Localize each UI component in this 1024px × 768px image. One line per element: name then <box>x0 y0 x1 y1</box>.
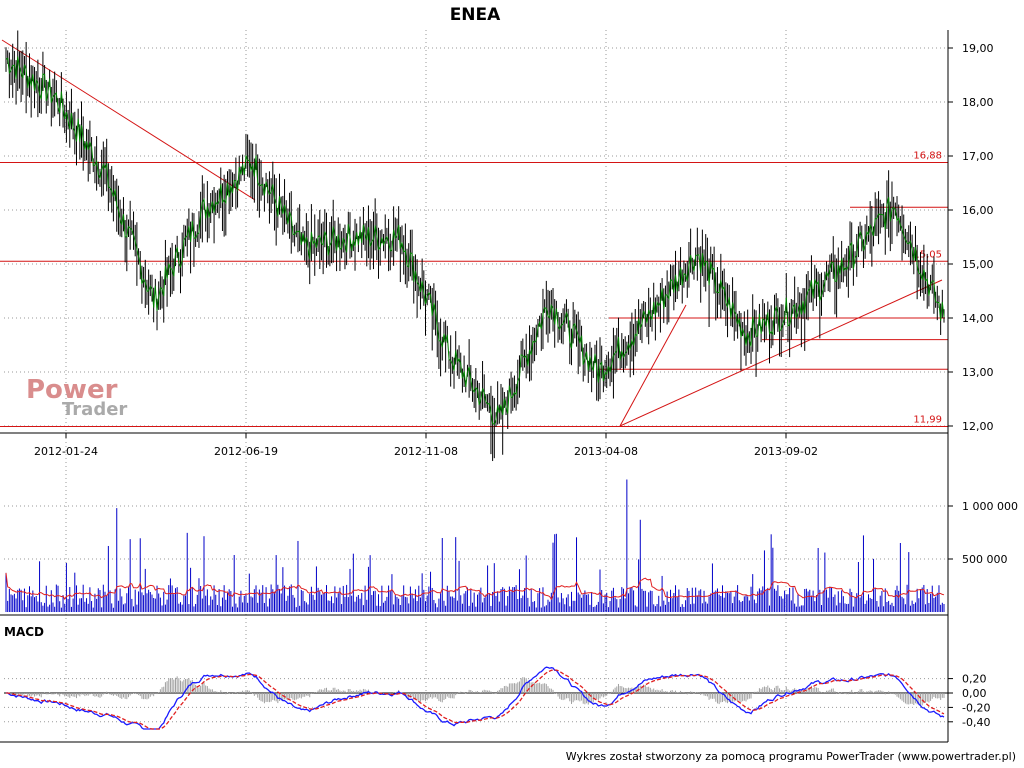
trend-line <box>1 39 256 201</box>
x-tick-label: 2013-04-08 <box>574 445 638 458</box>
logo-trader-text: Trader <box>62 399 127 420</box>
volume-average-line <box>5 572 945 601</box>
macd-line <box>5 666 945 730</box>
x-tick-label: 2012-11-08 <box>394 445 458 458</box>
macd-label: MACD <box>4 625 44 639</box>
y-tick-label: 19,00 <box>962 42 994 55</box>
logo: Power Trader <box>26 375 127 420</box>
macd-tick-label: -0,40 <box>962 716 990 729</box>
x-tick-label: 2012-01-24 <box>34 445 98 458</box>
macd-tick-label: 0,00 <box>962 687 987 700</box>
y-tick-label: 16,00 <box>962 204 994 217</box>
level-label: 11,99 <box>913 415 942 426</box>
x-tick-label: 2013-09-02 <box>754 445 818 458</box>
volume-tick-label: 1 000 000 <box>962 500 1018 513</box>
volume-tick-label: 500 000 <box>962 553 1008 566</box>
x-tick-label: 2012-06-19 <box>214 445 278 458</box>
y-tick-label: 18,00 <box>962 96 994 109</box>
y-tick-label: 15,00 <box>962 258 994 271</box>
chart-title: ENEA <box>450 5 501 25</box>
logo-power-text: Power <box>26 375 118 405</box>
level-label: 16,88 <box>913 150 942 161</box>
trend-line <box>619 304 687 427</box>
axis-layer: 2012-01-24 2012-06-19 2012-11-08 2013-04-08… <box>0 30 1018 743</box>
y-tick-label: 17,00 <box>962 150 994 163</box>
y-tick-label: 13,00 <box>962 366 994 379</box>
macd-tick-label: 0,20 <box>962 673 987 686</box>
price-close-line <box>5 56 945 425</box>
footer-credit: Wykres został stworzony za pomocą progra… <box>566 750 1016 763</box>
price-panel: 16,8815,0511,99 <box>0 30 948 462</box>
y-tick-label: 12,00 <box>962 420 994 433</box>
volume-panel <box>5 479 945 612</box>
y-tick-label: 14,00 <box>962 312 994 325</box>
macd-panel <box>4 666 948 730</box>
macd-signal-line <box>6 669 945 730</box>
macd-tick-label: -0,20 <box>962 701 990 714</box>
